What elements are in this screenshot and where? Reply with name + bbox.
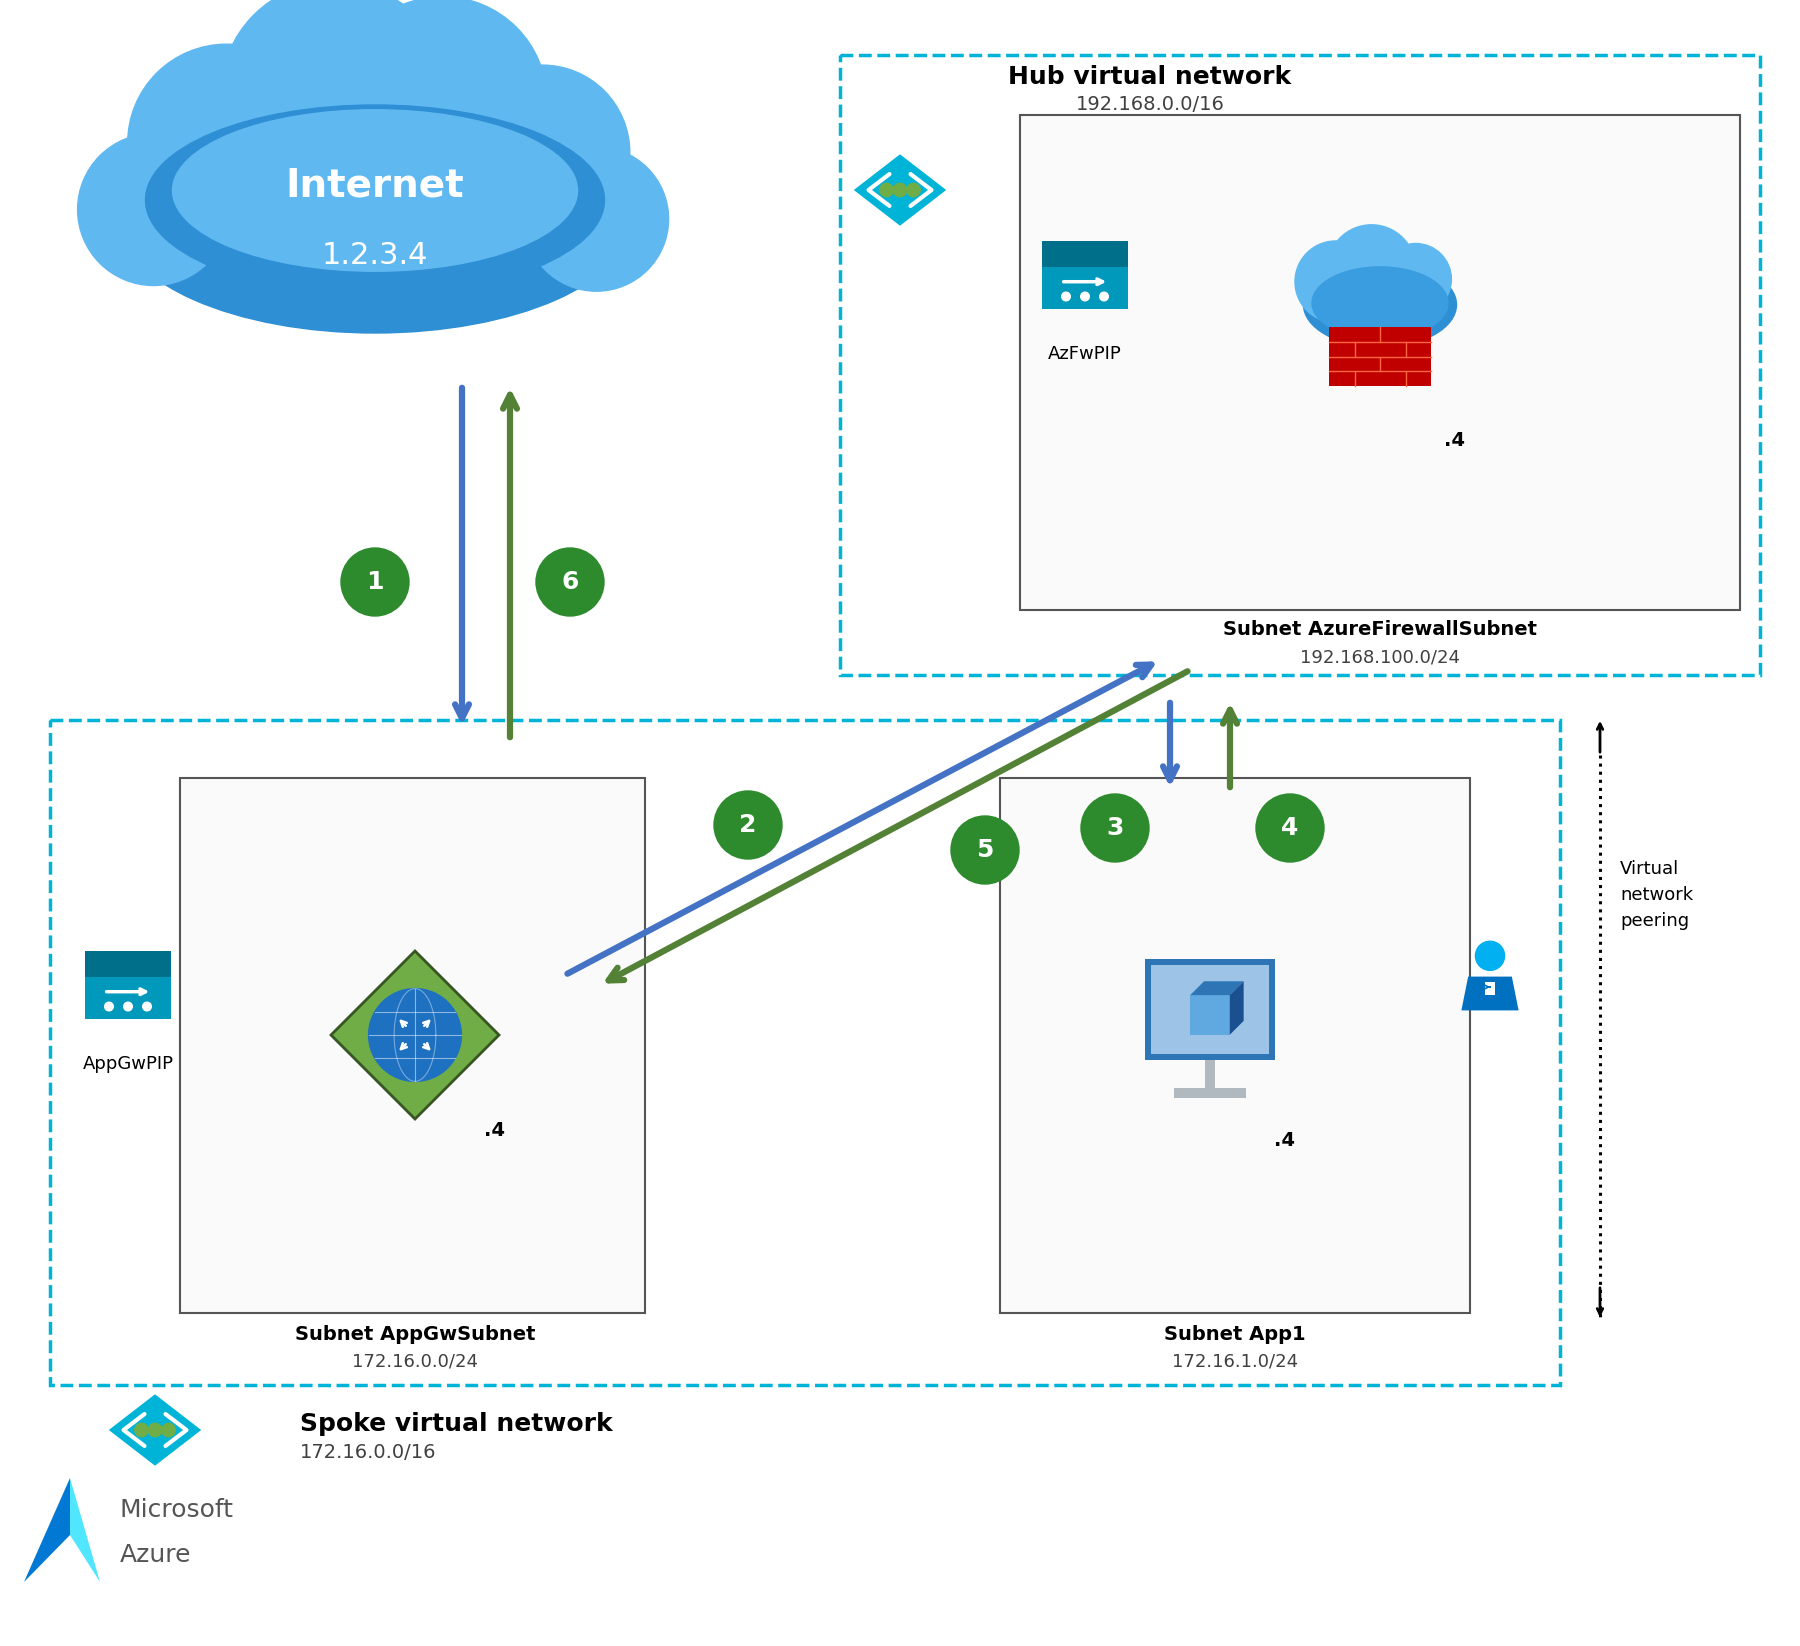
Circle shape [135, 1424, 148, 1437]
Circle shape [1080, 293, 1089, 301]
Circle shape [893, 183, 907, 198]
Polygon shape [1229, 981, 1244, 1035]
Bar [85, 951, 171, 1019]
Circle shape [142, 1002, 151, 1011]
Text: 5: 5 [976, 838, 994, 863]
Bar [1001, 779, 1471, 1314]
Text: 3: 3 [1107, 816, 1123, 839]
Circle shape [907, 183, 920, 198]
Circle shape [220, 0, 448, 209]
Circle shape [1381, 244, 1451, 314]
Circle shape [880, 183, 893, 198]
Circle shape [1062, 293, 1071, 301]
Circle shape [1476, 942, 1505, 971]
Ellipse shape [1303, 262, 1456, 347]
Text: AzFwPIP: AzFwPIP [1048, 346, 1121, 364]
Text: 1.2.3.4: 1.2.3.4 [322, 240, 428, 270]
Circle shape [148, 1424, 162, 1437]
Text: Virtual
network
peering: Virtual network peering [1620, 859, 1694, 930]
Bar [1021, 115, 1741, 611]
Circle shape [1256, 793, 1325, 863]
Bar [1174, 1088, 1246, 1098]
Bar [1485, 981, 1496, 994]
Text: Internet: Internet [286, 166, 464, 204]
Text: 172.16.0.0/16: 172.16.0.0/16 [301, 1444, 436, 1462]
Polygon shape [108, 1394, 202, 1465]
Circle shape [128, 44, 326, 242]
Bar [1328, 328, 1431, 387]
Circle shape [338, 0, 547, 206]
Polygon shape [1190, 981, 1244, 996]
Text: 4: 4 [1282, 816, 1298, 839]
Text: 192.168.100.0/24: 192.168.100.0/24 [1300, 649, 1460, 667]
Bar [180, 779, 644, 1314]
Bar [1145, 960, 1274, 1060]
Polygon shape [331, 951, 499, 1119]
Circle shape [369, 989, 461, 1081]
Ellipse shape [1312, 267, 1447, 339]
Bar [841, 54, 1760, 675]
Circle shape [1082, 793, 1148, 863]
Text: Azure: Azure [121, 1542, 191, 1567]
Circle shape [1327, 226, 1415, 313]
Text: Subnet AppGwSubnet: Subnet AppGwSubnet [295, 1325, 535, 1345]
Polygon shape [1462, 976, 1519, 1011]
Bar [1152, 966, 1269, 1055]
Text: 172.16.1.0/24: 172.16.1.0/24 [1172, 1353, 1298, 1371]
Bar [1190, 996, 1229, 1035]
Circle shape [77, 133, 230, 285]
Ellipse shape [173, 110, 578, 272]
Ellipse shape [146, 105, 605, 295]
Text: AppGwPIP: AppGwPIP [83, 1055, 173, 1073]
Circle shape [455, 66, 630, 240]
Bar [50, 719, 1561, 1384]
Circle shape [715, 792, 781, 859]
Circle shape [340, 548, 409, 616]
Text: Microsoft: Microsoft [121, 1498, 234, 1523]
Circle shape [1294, 240, 1377, 323]
Bar [1042, 242, 1129, 308]
Text: 172.16.0.0/24: 172.16.0.0/24 [353, 1353, 479, 1371]
Circle shape [950, 816, 1019, 884]
Circle shape [1100, 293, 1109, 301]
Text: Subnet AzureFirewallSubnet: Subnet AzureFirewallSubnet [1222, 621, 1537, 639]
Text: Spoke virtual network: Spoke virtual network [301, 1412, 612, 1435]
Text: 6: 6 [562, 570, 578, 594]
Text: Subnet App1: Subnet App1 [1165, 1325, 1305, 1345]
Text: 192.168.0.0/16: 192.168.0.0/16 [1076, 95, 1224, 114]
Circle shape [536, 548, 605, 616]
Text: .4: .4 [1274, 1131, 1296, 1149]
Polygon shape [70, 1478, 101, 1582]
Circle shape [104, 1002, 113, 1011]
Bar [1204, 1060, 1215, 1091]
Ellipse shape [119, 105, 632, 332]
Text: .4: .4 [484, 1121, 506, 1139]
Circle shape [524, 146, 668, 291]
Polygon shape [853, 155, 947, 226]
Bar [85, 951, 171, 978]
Text: 2: 2 [740, 813, 756, 838]
Polygon shape [23, 1478, 70, 1582]
Text: 1: 1 [365, 570, 383, 594]
Text: Hub virtual network: Hub virtual network [1008, 64, 1292, 89]
Circle shape [162, 1424, 175, 1437]
Circle shape [124, 1002, 133, 1011]
Text: .4: .4 [1444, 431, 1465, 449]
Bar [1042, 242, 1129, 267]
